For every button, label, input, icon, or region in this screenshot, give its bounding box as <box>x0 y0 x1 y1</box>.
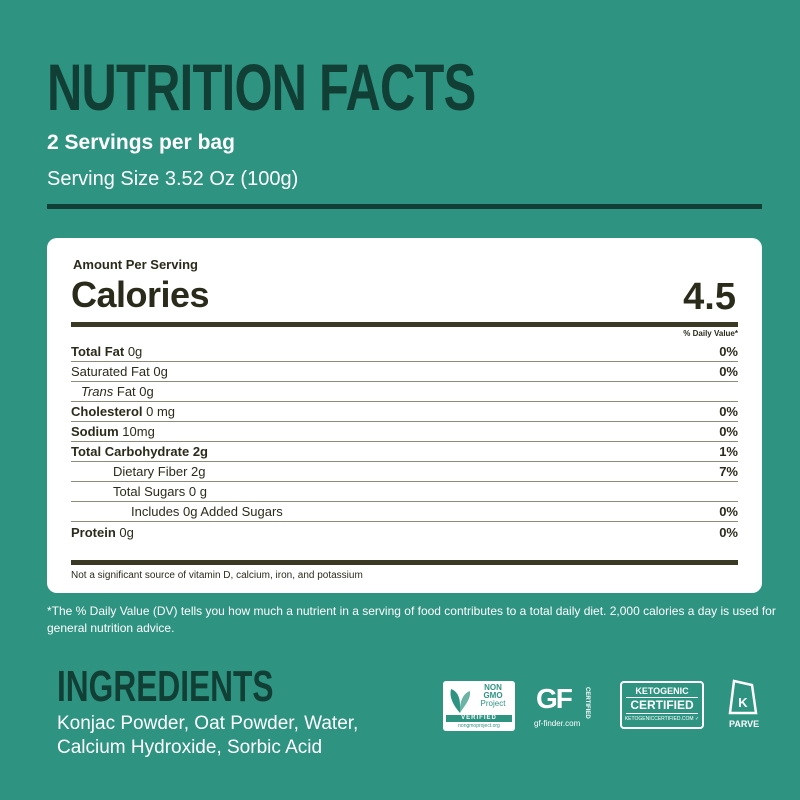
kosher-parve-badge: K PARVE <box>726 679 766 731</box>
nutrient-percent: 0% <box>719 525 738 540</box>
nutrient-name: Trans <box>81 384 114 399</box>
butterfly-leaf-icon <box>450 689 471 713</box>
nutrient-amount: Total Sugars 0 g <box>113 484 207 499</box>
keto-line1: KETOGENIC <box>635 686 689 696</box>
nutrient-percent: 0% <box>719 404 738 419</box>
nutrient-row-saturated-fat: Saturated Fat 0g 0% <box>71 362 738 382</box>
nutrient-amount: 0 mg <box>142 404 176 419</box>
non-gmo-url: nongmoproject.org <box>458 723 500 729</box>
nutrient-amount: Includes 0g Added Sugars <box>131 504 283 519</box>
ingredients-line-1: Konjac Powder, Oat Powder, Water, <box>57 713 359 734</box>
non-gmo-badge: NON GMO Project VERIFIED nongmoproject.o… <box>443 681 515 731</box>
amount-per-serving: Amount Per Serving <box>73 257 198 272</box>
nutrient-row-added-sugars: Includes 0g Added Sugars 0% <box>71 502 738 522</box>
kosher-k-icon: K <box>728 679 758 715</box>
non-gmo-line1: NON <box>484 683 502 692</box>
nutrient-percent: 0% <box>719 424 738 439</box>
nutrition-label-panel: Amount Per Serving Calories 4.5 % Daily … <box>47 238 762 593</box>
ketogenic-certified-badge: KETOGENIC CERTIFIED KETOGENICCERTIFIED.C… <box>620 681 704 729</box>
nutrient-percent: 0% <box>719 344 738 359</box>
nutrient-row-protein: Protein 0g 0% <box>71 522 738 542</box>
nutrient-row-total-carbohydrate: Total Carbohydrate 2g 1% <box>71 442 738 462</box>
daily-value-note: *The % Daily Value (DV) tells you how mu… <box>47 604 776 635</box>
nutrient-name: Sodium <box>71 424 119 439</box>
nutrient-row-total-sugars: Total Sugars 0 g <box>71 482 738 502</box>
header-divider <box>47 204 762 209</box>
parve-label: PARVE <box>729 719 760 729</box>
gluten-free-badge: GF CERTIFIED gf-finder.com <box>532 683 602 733</box>
calories-label: Calories <box>71 274 210 315</box>
label-bottom-divider <box>71 560 738 565</box>
ingredients-title: INGREDIENTS <box>57 662 274 711</box>
calories-value: 4.5 <box>683 276 736 318</box>
nutrient-percent: 0% <box>719 504 738 519</box>
nutrient-name: Total Carbohydrate 2g <box>71 444 209 459</box>
nutrient-amount: Fat 0g <box>113 384 154 399</box>
nutrient-amount: Saturated Fat 0g <box>71 364 168 379</box>
nutrient-amount: 0g <box>115 525 134 540</box>
nutrient-percent: 7% <box>719 464 738 479</box>
check-icon: ✓ <box>694 716 700 722</box>
calories-divider <box>71 322 738 327</box>
nutrient-row-sodium: Sodium 10mg 0% <box>71 422 738 442</box>
kosher-symbol: K <box>738 695 748 710</box>
non-gmo-line2: GMO <box>483 691 503 700</box>
nutrient-name: Total Fat <box>71 344 125 359</box>
nutrient-amount: 10mg <box>118 424 155 439</box>
nutrient-name: Cholesterol <box>71 404 143 419</box>
ingredients-line-2: Calcium Hydroxide, Sorbic Acid <box>57 737 323 758</box>
keto-line2: CERTIFIED <box>626 697 698 714</box>
nutrient-row-cholesterol: Cholesterol 0 mg 0% <box>71 402 738 422</box>
gluten-free-icon: GF <box>536 683 573 714</box>
nutrient-amount: Dietary Fiber 2g <box>113 464 206 479</box>
nutrient-percent: 0% <box>719 364 738 379</box>
nutrient-percent: 1% <box>719 444 738 459</box>
keto-url: KETOGENICCERTIFIED.COM <box>624 716 694 722</box>
servings-per-container: 2 Servings per bag <box>47 131 235 154</box>
non-gmo-verified: VERIFIED <box>446 715 512 722</box>
daily-value-header: % Daily Value* <box>683 329 738 338</box>
gf-url: gf-finder.com <box>534 719 581 728</box>
non-gmo-line3: Project <box>480 699 506 708</box>
nutrient-row-trans-fat: Trans Fat 0g <box>71 382 738 402</box>
nutrient-row-total-fat: Total Fat 0g 0% <box>71 342 738 362</box>
nutrient-name: Protein <box>71 525 116 540</box>
vitamin-footnote: Not a significant source of vitamin D, c… <box>71 570 363 581</box>
page-title: NUTRITION FACTS <box>47 50 476 124</box>
gf-certified-text: CERTIFIED <box>584 687 590 719</box>
nutrient-rows: Total Fat 0g 0% Saturated Fat 0g 0% Tran… <box>71 342 738 542</box>
nutrient-amount: 0g <box>124 344 143 359</box>
serving-size: Serving Size 3.52 Oz (100g) <box>47 168 299 190</box>
nutrient-row-dietary-fiber: Dietary Fiber 2g 7% <box>71 462 738 482</box>
